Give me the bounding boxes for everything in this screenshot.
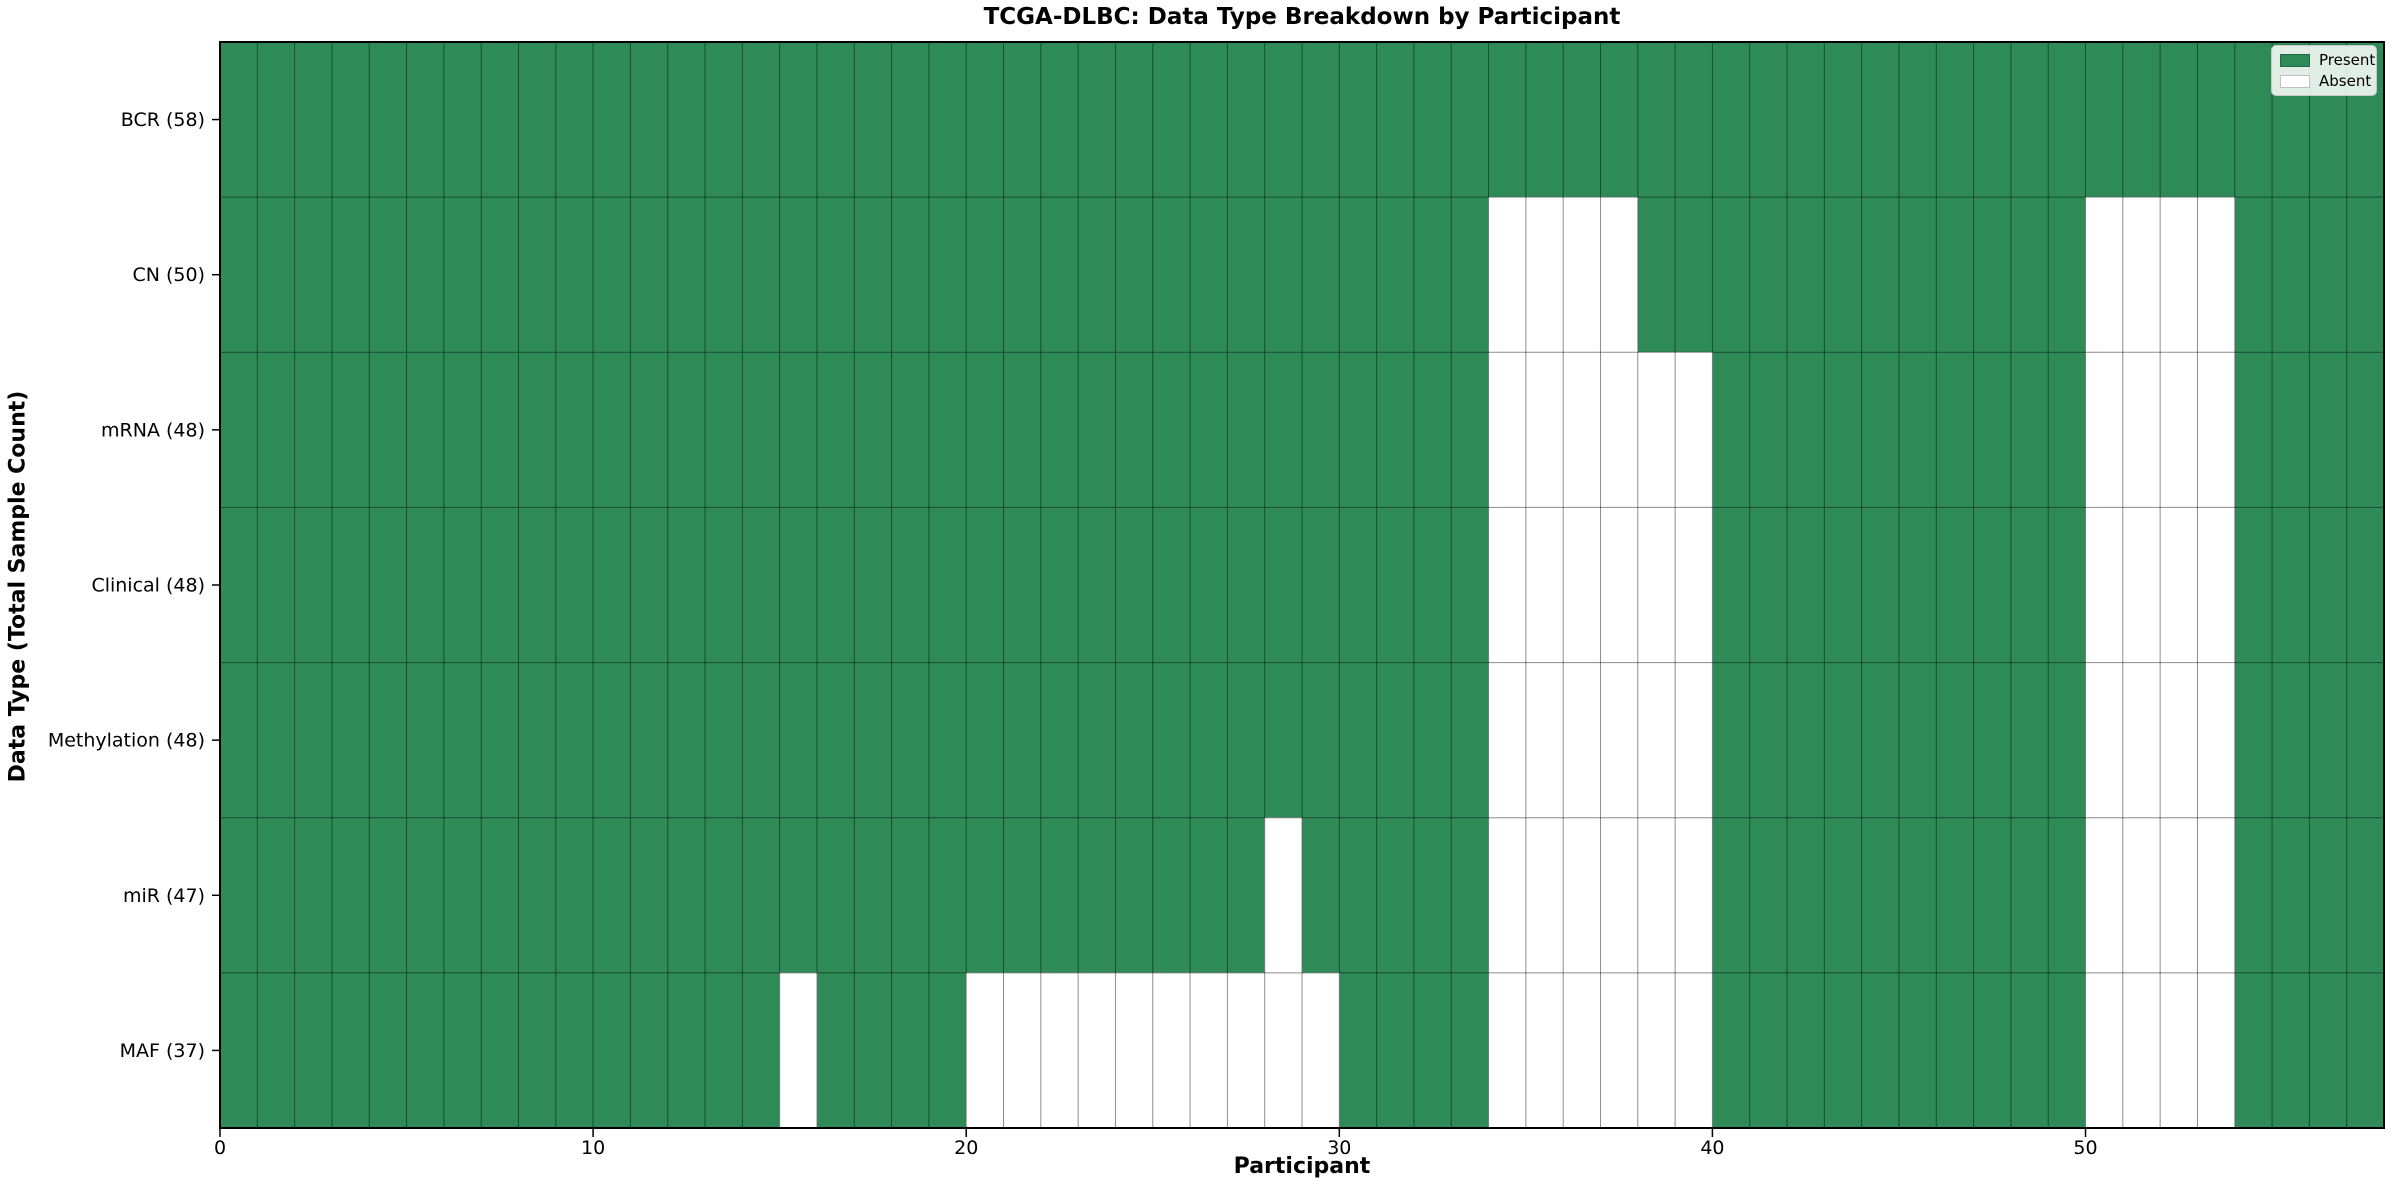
x-tick-label: 0: [214, 1137, 226, 1159]
heatmap-absent-cell: [1600, 351, 1639, 508]
heatmap-absent-cell: [1264, 972, 1303, 1129]
legend-label-present: Present: [2319, 51, 2376, 69]
y-tick-label: Methylation (48): [48, 730, 205, 752]
heatmap-absent-cell: [1562, 196, 1601, 353]
heatmap-absent-cell: [2085, 972, 2124, 1129]
legend-item-absent: Absent: [2280, 72, 2372, 90]
heatmap-absent-cell: [1040, 972, 1079, 1129]
heatmap-absent-cell: [2197, 196, 2236, 353]
heatmap-absent-cell: [1562, 972, 1601, 1129]
heatmap-absent-cell: [2122, 507, 2161, 663]
heatmap-absent-cell: [1562, 662, 1601, 819]
heatmap-absent-cell: [1301, 972, 1340, 1129]
heatmap-absent-cell: [1562, 351, 1601, 508]
heatmap-absent-cell: [2085, 196, 2124, 353]
x-tick-label: 20: [954, 1137, 978, 1159]
heatmap-absent-cell: [1264, 817, 1303, 974]
heatmap-absent-cell: [1488, 507, 1527, 663]
y-tick-label: Clinical (48): [91, 575, 205, 597]
heatmap-absent-cell: [1562, 817, 1601, 974]
heatmap-absent-cell: [2197, 351, 2236, 508]
heatmap-absent-cell: [1674, 507, 1713, 663]
heatmap-absent-cell: [1600, 972, 1639, 1129]
heatmap-absent-cell: [2122, 351, 2161, 508]
heatmap-absent-cell: [2085, 662, 2124, 819]
heatmap-absent-cell: [2085, 351, 2124, 508]
heatmap-absent-cell: [1674, 972, 1713, 1129]
heatmap-absent-cell: [1525, 351, 1564, 508]
heatmap-absent-cell: [2197, 507, 2236, 663]
heatmap-absent-cell: [2197, 817, 2236, 974]
y-tick-label: BCR (58): [121, 109, 205, 131]
heatmap-absent-cell: [1525, 972, 1564, 1129]
heatmap-absent-cell: [1637, 351, 1676, 508]
x-tick-label: 30: [1327, 1137, 1351, 1159]
heatmap-absent-cell: [2159, 351, 2198, 508]
heatmap-absent-cell: [1600, 817, 1639, 974]
x-axis-label: Participant: [1233, 1154, 1371, 1179]
heatmap-absent-cell: [1637, 507, 1676, 663]
heatmap-absent-cell: [1600, 507, 1639, 663]
heatmap-absent-cell: [2197, 972, 2236, 1129]
y-tick-label: MAF (37): [120, 1040, 205, 1062]
heatmap-absent-cell: [779, 972, 818, 1129]
heatmap-absent-cell: [1637, 972, 1676, 1129]
legend-item-present: Present: [2280, 52, 2375, 68]
heatmap-absent-cell: [1488, 972, 1527, 1129]
heatmap-absent-cell: [2085, 507, 2124, 663]
y-tick-label: mRNA (48): [101, 419, 205, 441]
legend-swatch-present-icon: [2280, 53, 2310, 67]
heatmap-absent-cell: [1227, 972, 1265, 1129]
heatmap-absent-cell: [1525, 817, 1564, 974]
heatmap-absent-cell: [1488, 817, 1527, 974]
heatmap-absent-cell: [2159, 972, 2198, 1129]
heatmap-absent-cell: [1488, 196, 1527, 353]
legend-swatch-absent-icon: [2280, 74, 2310, 88]
heatmap-absent-cell: [1525, 507, 1564, 663]
heatmap-absent-cell: [1562, 507, 1601, 663]
heatmap-absent-cell: [1152, 972, 1191, 1129]
heatmap-absent-cell: [2122, 817, 2161, 974]
heatmap-absent-cell: [1637, 662, 1676, 819]
heatmap-absent-cell: [1488, 662, 1527, 819]
heatmap-absent-cell: [2122, 972, 2161, 1129]
heatmap-absent-cell: [2159, 817, 2198, 974]
heatmap-absent-cell: [1077, 972, 1116, 1129]
heatmap-absent-cell: [1674, 817, 1713, 974]
heatmap-absent-cell: [2122, 196, 2161, 353]
x-tick-label: 50: [2073, 1137, 2097, 1159]
heatmap-absent-cell: [2159, 196, 2198, 353]
heatmap-absent-cell: [2159, 662, 2198, 819]
legend: Present Absent: [2271, 45, 2377, 96]
heatmap-absent-cell: [1525, 662, 1564, 819]
x-tick-label: 10: [581, 1137, 605, 1159]
heatmap-absent-cell: [1600, 662, 1639, 819]
y-tick-label: CN (50): [132, 264, 205, 286]
x-tick-label: 40: [1700, 1137, 1724, 1159]
heatmap-absent-cell: [1003, 972, 1042, 1129]
heatmap-absent-cell: [1674, 662, 1713, 819]
legend-label-absent: Absent: [2319, 72, 2372, 90]
heatmap-absent-cell: [2122, 662, 2161, 819]
heatmap-absent-cell: [1488, 351, 1527, 508]
heatmap-absent-cell: [1525, 196, 1564, 353]
heatmap-absent-cell: [2197, 662, 2236, 819]
heatmap-absent-cell: [1189, 972, 1228, 1129]
heatmap-absent-cell: [1600, 196, 1639, 353]
heatmap-absent-cell: [1115, 972, 1154, 1129]
heatmap-absent-cell: [1674, 351, 1713, 508]
heatmap-absent-cell: [965, 972, 1004, 1129]
heatmap-absent-cell: [2085, 817, 2124, 974]
y-tick-label: miR (47): [123, 885, 205, 907]
heatmap-absent-cell: [1637, 817, 1676, 974]
heatmap-absent-cell: [2159, 507, 2198, 663]
chart-title: TCGA-DLBC: Data Type Breakdown by Partic…: [983, 4, 1621, 30]
